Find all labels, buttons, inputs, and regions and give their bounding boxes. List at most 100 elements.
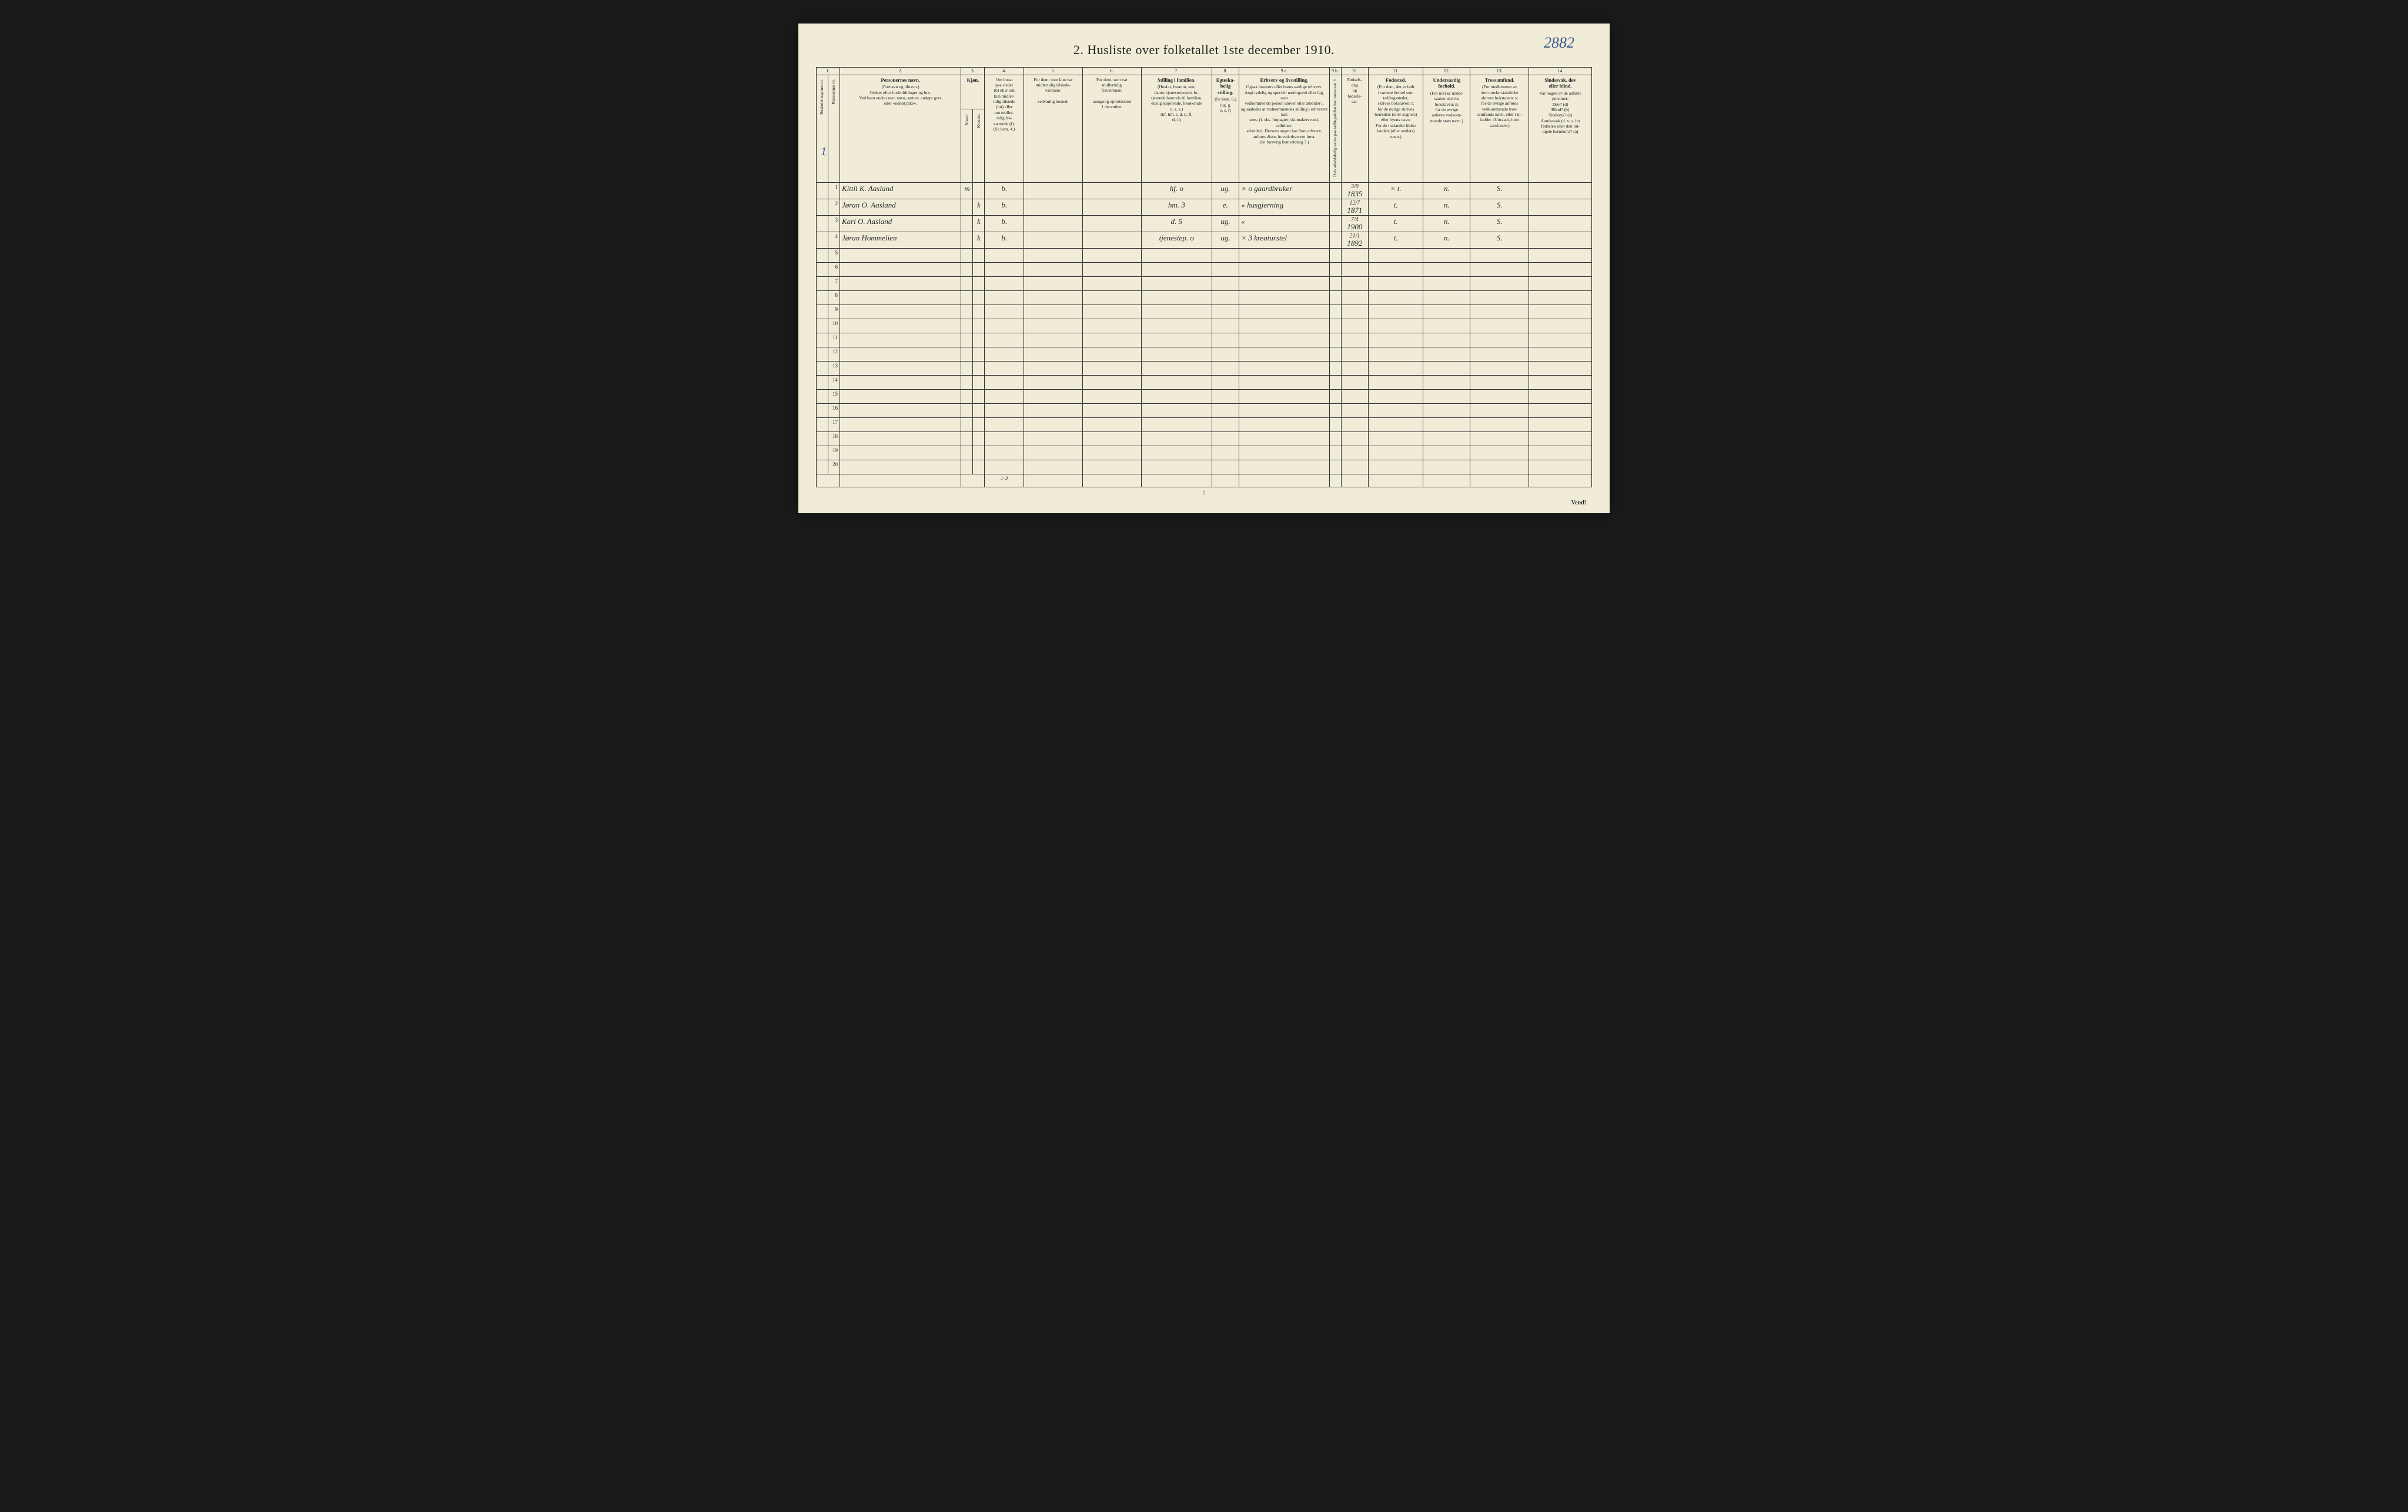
- table-row: 4Jøran Hommelienkb.tjenestep. oug.× 3 kr…: [817, 232, 1592, 248]
- cell-birthplace: t.: [1369, 199, 1423, 215]
- cell-nationality: n.: [1423, 232, 1470, 248]
- hdr-residence: Om bosat paa stedet (b) eller om kun mid…: [985, 75, 1024, 182]
- cell-birthplace: × t.: [1369, 182, 1423, 199]
- cell-occupation: × 3 kreaturstel: [1239, 232, 1329, 248]
- table-row: 3Kari O. Aaslandkb.d. 5ug.«7/41900t.n.S.: [817, 215, 1592, 232]
- cell-marital: ug.: [1212, 182, 1239, 199]
- table-row-blank: 8: [817, 290, 1592, 305]
- cell-sex-m: [961, 199, 973, 215]
- table-row-blank: 17: [817, 417, 1592, 431]
- hdr-religion: Trossamfund. (For medlemmer av den norsk…: [1470, 75, 1529, 182]
- hdr-occupation: Erhverv og livsstilling. Ogsaa husmors e…: [1239, 75, 1329, 182]
- table-row-blank: 11: [817, 333, 1592, 347]
- colnum: 3.: [961, 68, 985, 75]
- colnum: 7.: [1141, 68, 1212, 75]
- cell-residence: b.: [985, 182, 1024, 199]
- colnum: 11.: [1369, 68, 1423, 75]
- row-number: 5: [828, 248, 840, 262]
- table-row-blank: 6: [817, 262, 1592, 276]
- cell-sex-k: k: [973, 215, 985, 232]
- row-number: 15: [828, 389, 840, 403]
- hdr-marital: Egteska- belig stilling. (Se bem. 6.) (u…: [1212, 75, 1239, 182]
- table-row-blank: 14: [817, 375, 1592, 389]
- cell-name: Jøran Hommelien: [840, 232, 961, 248]
- cell-religion: S.: [1470, 182, 1529, 199]
- colnum: 4.: [985, 68, 1024, 75]
- row-number: 1: [828, 182, 840, 199]
- cell-residence: b.: [985, 215, 1024, 232]
- table-header: 1. 2. 3. 4. 5. 6. 7. 8. 9 a. 9 b. 10. 11…: [817, 68, 1592, 183]
- cell-family-pos: hm. 3: [1141, 199, 1212, 215]
- hdr-person-nr: Personernes nr.: [828, 75, 840, 182]
- row-number: 8: [828, 290, 840, 305]
- cell-name: Jøran O. Aasland: [840, 199, 961, 215]
- table-row-blank: 16: [817, 403, 1592, 417]
- table-row-blank: 7: [817, 276, 1592, 290]
- cell-occupation: × o gaardbruker: [1239, 182, 1329, 199]
- table-row-blank: 5: [817, 248, 1592, 262]
- hdr-birthplace: Fødested. (For dem, der er født i samme …: [1369, 75, 1423, 182]
- cell-birthplace: t.: [1369, 232, 1423, 248]
- page-number-handwritten: 2882: [1544, 34, 1574, 52]
- page-title: 2. Husliste over folketallet 1ste decemb…: [816, 42, 1592, 58]
- table-row-blank: 13: [817, 361, 1592, 375]
- cell-sex-k: k: [973, 232, 985, 248]
- row-number: 13: [828, 361, 840, 375]
- row-number: 11: [828, 333, 840, 347]
- table-row-blank: 10: [817, 319, 1592, 333]
- hdr-disability: Sindssvak, døv eller blind. Var nogen av…: [1529, 75, 1592, 182]
- hdr-family-position: Stilling i familien. (Husfar, husmor, sø…: [1141, 75, 1212, 182]
- cell-occupation: « husgjerning: [1239, 199, 1329, 215]
- row-number: 2: [828, 199, 840, 215]
- cell-birthdate: 21/11892: [1341, 232, 1369, 248]
- cell-marital: ug.: [1212, 232, 1239, 248]
- cell-occupation: «: [1239, 215, 1329, 232]
- table-row-blank: 18: [817, 431, 1592, 446]
- table-row-blank: 12: [817, 347, 1592, 361]
- cell-residence: b.: [985, 232, 1024, 248]
- hdr-sex-m: Mænd.: [961, 109, 973, 183]
- colnum: 12.: [1423, 68, 1470, 75]
- cell-residence: b.: [985, 199, 1024, 215]
- cell-sex-k: k: [973, 199, 985, 215]
- colnum: 6.: [1082, 68, 1141, 75]
- cell-nationality: n.: [1423, 199, 1470, 215]
- cell-marital: ug.: [1212, 215, 1239, 232]
- cell-sex-m: m: [961, 182, 973, 199]
- cell-nationality: n.: [1423, 215, 1470, 232]
- cell-name: Kittil K. Aasland: [840, 182, 961, 199]
- cell-marital: e.: [1212, 199, 1239, 215]
- hdr-temp-present: For dem, som kun var midlertidig tilsted…: [1024, 75, 1082, 182]
- cell-birthdate: 3/91835: [1341, 182, 1369, 199]
- row-number: 12: [828, 347, 840, 361]
- census-table: 1. 2. 3. 4. 5. 6. 7. 8. 9 a. 9 b. 10. 11…: [816, 67, 1592, 487]
- cell-religion: S.: [1470, 232, 1529, 248]
- colnum: 2.: [840, 68, 961, 75]
- cell-birthdate: 12/71871: [1341, 199, 1369, 215]
- row-number: 17: [828, 417, 840, 431]
- colnum: 10.: [1341, 68, 1369, 75]
- row-number: 19: [828, 446, 840, 460]
- row-number: 16: [828, 403, 840, 417]
- table-row-blank: 19: [817, 446, 1592, 460]
- cell-family-pos: hf. o: [1141, 182, 1212, 199]
- colnum: 13.: [1470, 68, 1529, 75]
- cell-religion: S.: [1470, 215, 1529, 232]
- census-page: 2882 1 2. Husliste over folketallet 1ste…: [798, 24, 1610, 513]
- table-body: 1Kittil K. Aaslandmb.hf. oug.× o gaardbr…: [817, 182, 1592, 474]
- row-number: 3: [828, 215, 840, 232]
- cell-family-pos: tjenestep. o: [1141, 232, 1212, 248]
- row-number: 14: [828, 375, 840, 389]
- cell-birthdate: 7/41900: [1341, 215, 1369, 232]
- colnum: 14.: [1529, 68, 1592, 75]
- row-number: 18: [828, 431, 840, 446]
- table-row-blank: 15: [817, 389, 1592, 403]
- hdr-sex: Kjøn.: [961, 75, 985, 109]
- colnum: 9 b.: [1329, 68, 1341, 75]
- cell-nationality: n.: [1423, 182, 1470, 199]
- table-row: 1Kittil K. Aaslandm b. hf. oug.× o gaardbr…: [817, 182, 1592, 199]
- cell-sex-k: [973, 182, 985, 199]
- colnum: 9 a.: [1239, 68, 1329, 75]
- hdr-birthdate: Fødsels- dag og fødsels- aar.: [1341, 75, 1369, 182]
- colnum: 8.: [1212, 68, 1239, 75]
